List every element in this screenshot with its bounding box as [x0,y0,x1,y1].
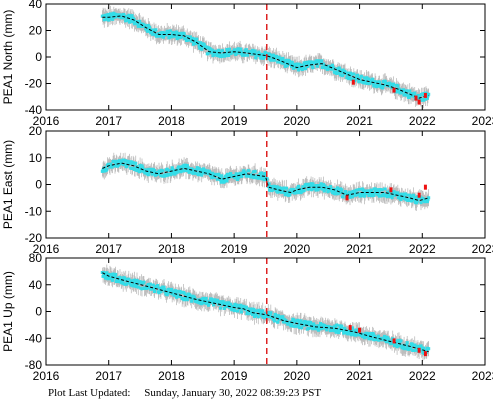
y-tick-label: -20 [25,77,43,91]
y-axis-label: PEA1 Up (mm) [1,271,15,352]
x-tick-label: 2017 [95,114,122,128]
outlier-point [345,195,349,201]
chart-panel-2: 2016 2017 2018 2019 2020 2021 2022 2023 -20 -10 0 1… [1,124,493,256]
chart-panel-3: 2016 2017 2018 2019 2020 2021 2022 2023 -80 -40 0 4… [1,251,493,383]
chart-panel-1: 2016 2017 2018 2019 2020 2021 2022 2023 -40 -20 0 2… [1,0,493,128]
outlier-point [392,338,396,344]
x-tick-label: 2019 [221,369,248,383]
x-tick-label: 2020 [284,369,311,383]
footer-label: Plot Last Updated: [48,387,131,399]
x-tick-label: 2016 [33,242,60,256]
outlier-point [348,325,352,331]
outlier-point [414,95,418,101]
x-tick-label: 2021 [346,369,373,383]
error-bars [102,152,429,211]
outlier-point [417,347,421,353]
y-axis-label: PEA1 North (mm) [1,10,15,105]
x-tick-label: 2018 [158,369,185,383]
outlier-point [423,92,427,98]
outlier-point [423,351,427,357]
y-tick-label: 20 [29,24,43,38]
data-points [100,11,431,102]
outlier-point [423,184,427,190]
outlier-point [358,327,362,333]
outlier-point [389,187,393,193]
y-tick-label: 20 [29,124,43,138]
x-tick-label: 2022 [409,369,436,383]
y-tick-label: 40 [29,278,43,292]
y-tick-label: -80 [25,358,43,372]
plot-frame [45,130,486,239]
x-tick-label: 2016 [33,114,60,128]
y-tick-label: 80 [29,251,43,265]
y-tick-label: -40 [25,103,43,117]
model-fit-line [102,162,429,202]
x-tick-label: 2021 [346,114,373,128]
outlier-point [417,99,421,105]
model-fit-line [102,15,429,99]
observations [100,5,431,109]
x-tick-label: 2023 [472,242,493,256]
x-tick-label: 2020 [284,114,311,128]
plot-updated-footer: Plot Last Updated: Sunday, January 30, 2… [0,387,493,399]
observations [100,264,431,361]
x-tick-label: 2023 [472,114,493,128]
x-tick-label: 2022 [409,242,436,256]
x-tick-label: 2016 [33,369,60,383]
x-tick-label: 2021 [346,242,373,256]
x-tick-label: 2017 [95,242,122,256]
x-tick-label: 2018 [158,242,185,256]
y-axis-label: PEA1 East (mm) [1,140,15,229]
x-tick-label: 2023 [472,369,493,383]
footer-timestamp: Sunday, January 30, 2022 08:39:23 PST [144,387,322,399]
model-fit-line [102,272,429,353]
y-tick-label: 10 [29,151,43,165]
outlier-point [392,87,396,93]
x-tick-label: 2019 [221,242,248,256]
outlier-point [351,79,355,85]
y-tick-label: 40 [29,0,43,11]
y-tick-label: 0 [35,50,42,64]
x-tick-label: 2018 [158,114,185,128]
x-tick-label: 2020 [284,242,311,256]
x-tick-label: 2022 [409,114,436,128]
y-tick-label: -20 [25,231,43,245]
y-tick-label: -40 [25,331,43,345]
y-tick-label: 0 [35,178,42,192]
observations [100,152,431,211]
outlier-point [417,192,421,198]
x-tick-label: 2017 [95,369,122,383]
y-tick-label: -10 [25,204,43,218]
y-tick-label: 0 [35,305,42,319]
x-tick-label: 2019 [221,114,248,128]
